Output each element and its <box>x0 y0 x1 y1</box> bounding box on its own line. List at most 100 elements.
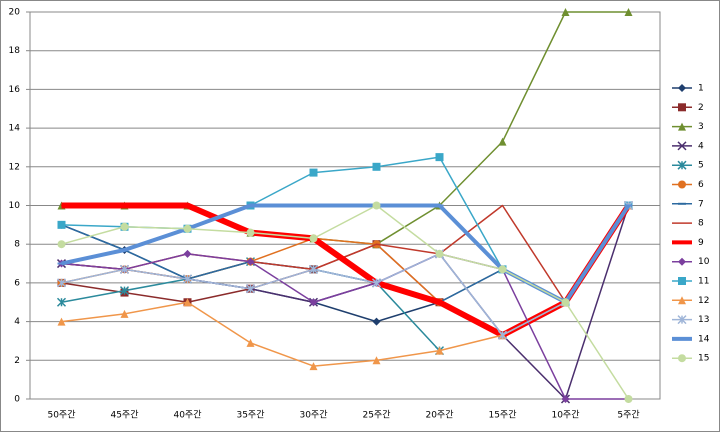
y-tick-label: 10 <box>9 201 21 211</box>
legend-label: 14 <box>698 334 710 344</box>
series-line <box>61 204 630 400</box>
legend-marker <box>678 122 686 131</box>
point-marker <box>498 137 507 146</box>
point-marker <box>376 243 377 245</box>
point-marker <box>561 395 570 403</box>
point-marker <box>57 317 66 326</box>
legend-label: 8 <box>698 219 704 229</box>
point-marker <box>56 297 67 307</box>
point-marker <box>309 362 318 371</box>
point-marker <box>246 204 255 207</box>
point-marker <box>561 298 570 307</box>
point-marker <box>246 338 255 347</box>
point-marker <box>435 249 444 258</box>
legend-label: 5 <box>698 161 704 171</box>
point-marker <box>182 274 193 284</box>
legend-marker <box>678 103 686 112</box>
point-marker <box>56 278 67 288</box>
point-marker <box>435 153 444 162</box>
point-marker <box>439 301 440 303</box>
point-marker <box>624 204 633 207</box>
y-tick-label: 6 <box>14 278 20 288</box>
x-tick-label: 15주간 <box>488 410 516 421</box>
x-tick-label: 40주간 <box>173 410 201 421</box>
legend-marker <box>678 354 686 363</box>
series-line <box>61 205 630 336</box>
y-tick-label: 12 <box>9 162 20 172</box>
point-marker <box>119 286 130 296</box>
point-marker <box>372 317 381 326</box>
legend-label: 11 <box>698 277 709 287</box>
point-marker <box>372 162 381 171</box>
y-tick-label: 2 <box>14 356 20 366</box>
point-marker <box>309 168 318 177</box>
x-tick-label: 35주간 <box>236 410 264 421</box>
legend-marker <box>678 84 686 92</box>
point-marker <box>57 262 66 265</box>
point-marker <box>245 284 256 294</box>
legend-label: 13 <box>698 315 709 325</box>
legend-marker <box>678 277 686 285</box>
y-tick-label: 20 <box>9 8 21 18</box>
y-tick-label: 16 <box>9 85 21 95</box>
legend-label: 9 <box>698 238 704 248</box>
point-marker <box>309 204 318 207</box>
point-marker <box>497 330 508 340</box>
point-marker <box>183 224 192 233</box>
y-tick-label: 18 <box>9 46 21 56</box>
point-marker <box>246 228 255 237</box>
point-marker <box>435 346 444 355</box>
point-marker <box>502 205 503 206</box>
y-tick-label: 4 <box>14 317 20 327</box>
legend-label: 6 <box>698 180 704 190</box>
point-marker <box>624 8 633 16</box>
x-tick-label: 25주간 <box>362 410 390 421</box>
point-marker <box>372 356 381 365</box>
legend-marker <box>678 202 686 205</box>
point-marker <box>624 395 633 403</box>
legend-marker <box>677 141 687 151</box>
point-marker <box>61 205 62 206</box>
point-marker <box>561 8 570 16</box>
legend-label: 3 <box>698 122 704 132</box>
point-marker <box>309 234 318 243</box>
x-tick-label: 30주간 <box>299 410 327 421</box>
point-marker <box>57 220 66 229</box>
legend-marker <box>677 315 687 325</box>
legend-marker <box>678 257 686 266</box>
y-tick-label: 8 <box>14 240 20 250</box>
legend-label: 7 <box>698 199 704 209</box>
point-marker <box>309 298 318 307</box>
legend-label: 4 <box>698 141 704 151</box>
series-line <box>61 253 629 400</box>
legend-marker <box>678 296 686 305</box>
point-marker <box>371 278 382 288</box>
legend-label: 12 <box>698 296 709 306</box>
legend-marker <box>677 160 687 170</box>
x-tick-label: 5주간 <box>617 410 639 421</box>
legend-label: 2 <box>698 103 704 113</box>
point-marker <box>372 201 381 210</box>
point-marker <box>187 205 188 206</box>
point-marker <box>183 298 192 307</box>
x-tick-label: 10주간 <box>551 410 579 421</box>
point-marker <box>183 249 192 258</box>
legend-label: 15 <box>698 354 709 364</box>
legend-marker <box>678 337 686 340</box>
point-marker <box>57 240 66 249</box>
x-tick-label: 45주간 <box>110 410 138 421</box>
y-tick-label: 0 <box>14 395 20 405</box>
point-marker <box>120 249 129 252</box>
x-tick-label: 20주간 <box>425 410 453 421</box>
point-marker <box>124 205 125 206</box>
point-marker <box>498 265 507 274</box>
x-tick-label: 50주간 <box>47 410 75 421</box>
point-marker <box>435 204 444 207</box>
point-marker <box>308 264 319 274</box>
y-tick-label: 14 <box>9 124 21 134</box>
legend-label: 10 <box>698 257 710 267</box>
legend-marker <box>678 180 686 189</box>
